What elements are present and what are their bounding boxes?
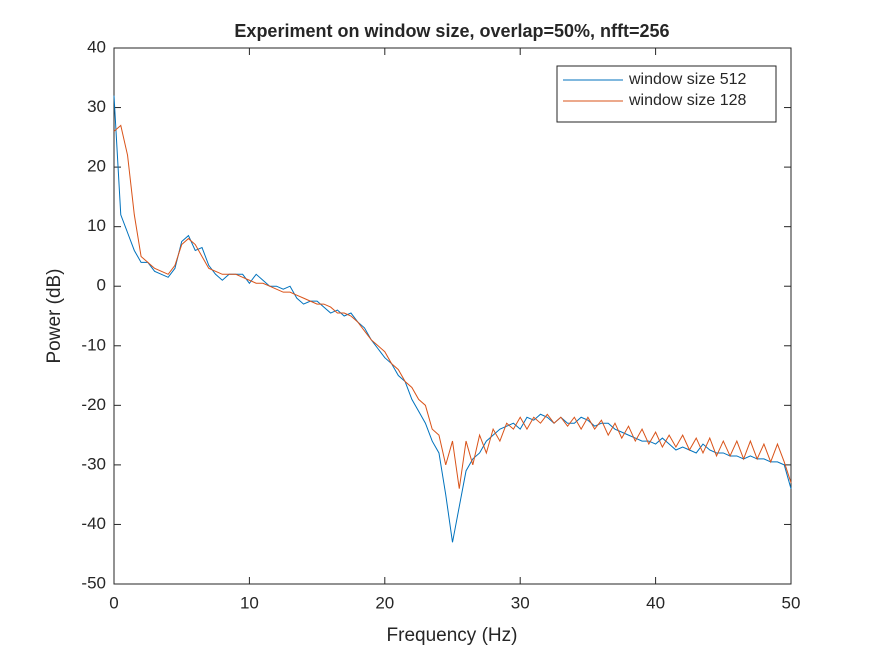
- y-tick-label: -30: [81, 454, 106, 473]
- plot-area: [113, 47, 792, 585]
- y-tick-label: 30: [87, 97, 106, 116]
- x-axis-label: Frequency (Hz): [387, 625, 518, 646]
- y-axis-label: Power (dB): [44, 268, 65, 363]
- y-tick-label: 20: [87, 157, 106, 176]
- chart-title: Experiment on window size, overlap=50%, …: [234, 21, 669, 41]
- legend-box: [556, 65, 777, 123]
- y-tick-label: 0: [97, 276, 106, 295]
- x-tick-label: 40: [646, 593, 665, 612]
- legend-label: window size 512: [628, 71, 747, 88]
- x-tick-label: 0: [109, 593, 118, 612]
- y-tick-label: 40: [87, 37, 106, 56]
- x-tick-label: 10: [240, 593, 259, 612]
- y-tick-label: -40: [81, 514, 106, 533]
- y-tick-label: -10: [81, 335, 106, 354]
- data-line: [113, 95, 792, 543]
- y-tick-label: -20: [81, 395, 106, 414]
- y-tick-label: -50: [81, 573, 106, 592]
- x-tick-label: 50: [782, 593, 801, 612]
- x-tick-label: 30: [511, 593, 530, 612]
- x-tick-label: 20: [375, 593, 394, 612]
- legend-label: window size 128: [628, 92, 747, 109]
- y-tick-label: 10: [87, 216, 106, 235]
- data-line: [113, 124, 792, 489]
